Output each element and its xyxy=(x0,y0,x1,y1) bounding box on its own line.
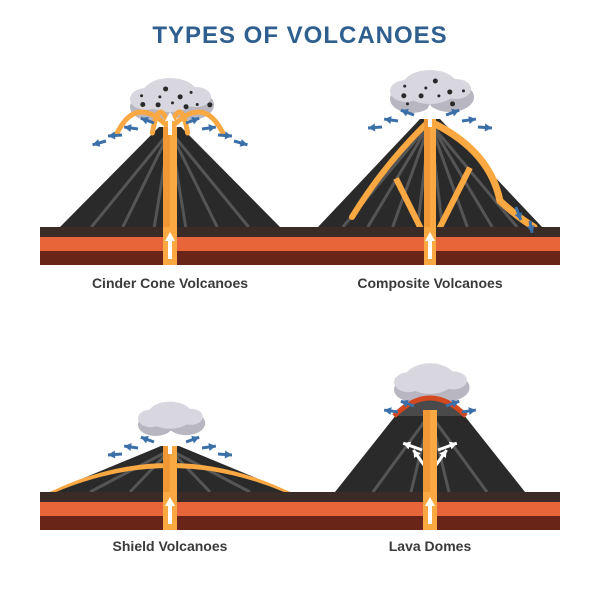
panel-cinder-cone xyxy=(40,55,300,265)
label-cinder-cone: Cinder Cone Volcanoes xyxy=(45,275,295,291)
arrow xyxy=(384,115,399,125)
panel-shield xyxy=(40,320,300,530)
arrow xyxy=(185,433,201,445)
arrow xyxy=(124,123,139,133)
page-title: TYPES OF VOLCANOES xyxy=(0,22,600,50)
label-shield: Shield Volcanoes xyxy=(45,538,295,554)
panel-lava-dome xyxy=(300,320,560,530)
arrow xyxy=(218,450,233,459)
label-lava-dome: Lava Domes xyxy=(305,538,555,554)
label-composite: Composite Volcanoes xyxy=(305,275,555,291)
arrow xyxy=(368,123,383,132)
arrow xyxy=(201,442,216,452)
smoke-cloud xyxy=(138,402,205,436)
panel-composite xyxy=(300,55,560,265)
arrow xyxy=(233,137,249,149)
smoke-cloud xyxy=(390,70,474,113)
arrow xyxy=(461,115,476,125)
arrow xyxy=(201,123,216,133)
arrow xyxy=(108,450,123,459)
arrow xyxy=(124,442,139,452)
arrow xyxy=(91,137,107,149)
arrow xyxy=(478,123,493,132)
